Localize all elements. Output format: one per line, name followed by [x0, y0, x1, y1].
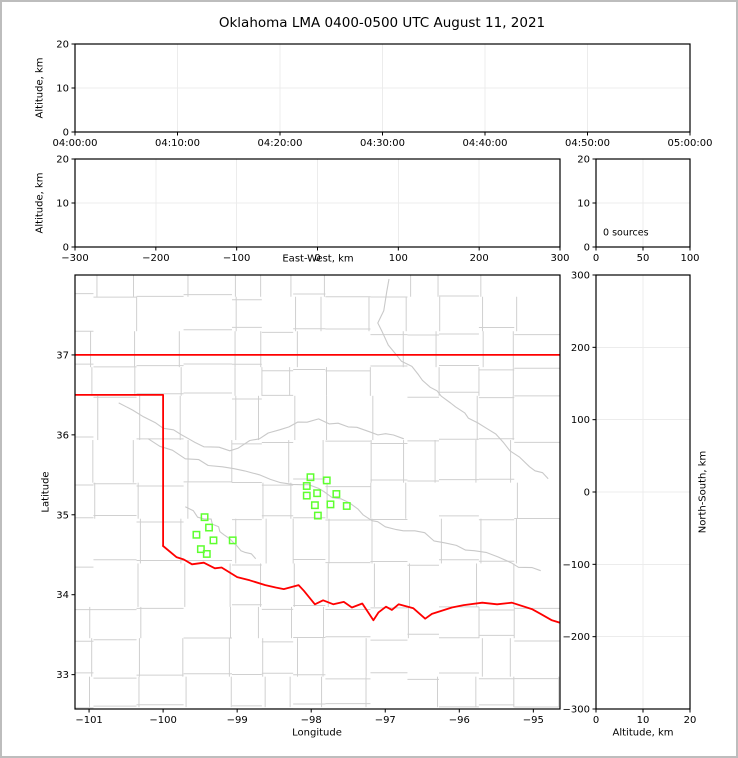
y-tick-label: 0 [63, 243, 69, 254]
y-tick-label: 35 [56, 510, 69, 521]
x-tick-label: −95 [523, 715, 544, 726]
x-tick-label: −98 [301, 715, 322, 726]
map-content [75, 275, 560, 709]
ylabel-map-latitude: Latitude [40, 471, 52, 513]
y-tick-label: 100 [571, 415, 590, 426]
x-tick-label: 04:20:00 [258, 138, 303, 149]
x-tick-label: 05:00:00 [668, 138, 713, 149]
x-tick-label: −101 [75, 715, 102, 726]
y-tick-label: 20 [56, 40, 69, 51]
x-tick-label: −100 [149, 715, 176, 726]
lma-station-square-icon [332, 490, 341, 498]
lma-station-square-icon [306, 473, 315, 482]
ylabel-time-panel: Altitude, km [34, 57, 46, 119]
source-count-annotation: 0 sources [603, 227, 649, 239]
y-tick-label: 20 [577, 155, 590, 166]
y-tick-label: 0 [584, 488, 590, 499]
y-tick-label: 36 [56, 430, 69, 441]
y-tick-label: 10 [56, 84, 69, 95]
ylabel-ew-panel: Altitude, km [34, 172, 46, 234]
y-tick-label: −200 [563, 632, 590, 643]
panel-altitude-vs-east-west: −300 −200 −100 0 100 200 300 0 10 20 [56, 155, 569, 265]
lma-station-square-icon [313, 511, 322, 520]
lma-station-markers [192, 473, 351, 558]
x-tick-label: 0 [593, 253, 599, 264]
lma-station-square-icon [209, 536, 218, 545]
lma-station-square-icon [196, 545, 205, 554]
x-tick-label: −96 [449, 715, 470, 726]
y-tick-label: 34 [56, 590, 69, 601]
lma-station-square-icon [342, 502, 351, 510]
lma-station-square-icon [313, 489, 322, 498]
x-tick-label: −300 [61, 253, 88, 264]
y-tick-label: 10 [577, 199, 590, 210]
lma-station-square-icon [192, 530, 201, 539]
panel-north-south-vs-altitude: 0 10 20 −300 −200 −100 0 100 200 300 [563, 271, 697, 727]
xlabel-ns-altitude: Altitude, km [612, 727, 674, 739]
lma-station-square-icon [322, 476, 331, 485]
river-lines [118, 278, 549, 572]
x-tick-label: −97 [375, 715, 396, 726]
x-tick-label: 100 [389, 253, 408, 264]
y-tick-label: −300 [563, 705, 590, 716]
x-tick-label: −100 [223, 253, 250, 264]
x-tick-label: 100 [680, 253, 699, 264]
lma-station-square-icon [326, 500, 335, 509]
xlabel-map-longitude: Longitude [292, 727, 342, 739]
x-tick-label: 20 [684, 715, 697, 726]
x-tick-label: 50 [637, 253, 650, 264]
x-tick-label: 10 [637, 715, 650, 726]
x-tick-label: 04:50:00 [565, 138, 610, 149]
y-tick-label: 0 [584, 243, 590, 254]
lma-station-square-icon [202, 549, 211, 558]
lma-station-square-icon [200, 513, 209, 522]
x-tick-label: 04:30:00 [360, 138, 405, 149]
lma-station-square-icon [302, 491, 311, 500]
y-tick-label: 10 [56, 199, 69, 210]
panel-altitude-vs-time: 04:00:00 04:10:00 04:20:00 04:30:00 04:40:00… [53, 40, 713, 150]
x-tick-label: 04:40:00 [463, 138, 508, 149]
y-tick-label: 300 [571, 271, 590, 282]
panel-source-count-histogram: 0 50 100 0 10 20 [577, 155, 699, 265]
x-tick-label: −99 [227, 715, 248, 726]
x-tick-label: 0 [593, 715, 599, 726]
lma-station-square-icon [205, 523, 213, 532]
ylabel-ns-panel: North-South, km [697, 450, 709, 534]
y-tick-label: 37 [56, 350, 69, 361]
y-tick-label: 0 [63, 128, 69, 139]
oklahoma-state-border [75, 353, 560, 624]
xlabel-ew-panel: East-West, km [282, 253, 354, 265]
lma-station-square-icon [228, 536, 237, 545]
x-tick-label: −200 [142, 253, 169, 264]
y-tick-label: −100 [563, 560, 590, 571]
county-boundaries [75, 275, 560, 709]
panel-plan-view-map: −101 −100 −99 −98 −97 −96 −95 33 34 35 36 37 [56, 274, 561, 726]
x-tick-label: 04:00:00 [53, 138, 98, 149]
y-tick-label: 20 [56, 155, 69, 166]
x-tick-label: 0 [314, 253, 320, 264]
lma-station-square-icon [310, 501, 319, 510]
figure-title: Oklahoma LMA 0400-0500 UTC August 11, 20… [218, 15, 546, 31]
lma-station-square-icon [302, 482, 311, 490]
y-tick-label: 33 [56, 670, 69, 681]
x-tick-label: 04:10:00 [155, 138, 200, 149]
x-tick-label: 200 [470, 253, 489, 264]
x-tick-label: 300 [550, 253, 569, 264]
y-tick-label: 200 [571, 343, 590, 354]
